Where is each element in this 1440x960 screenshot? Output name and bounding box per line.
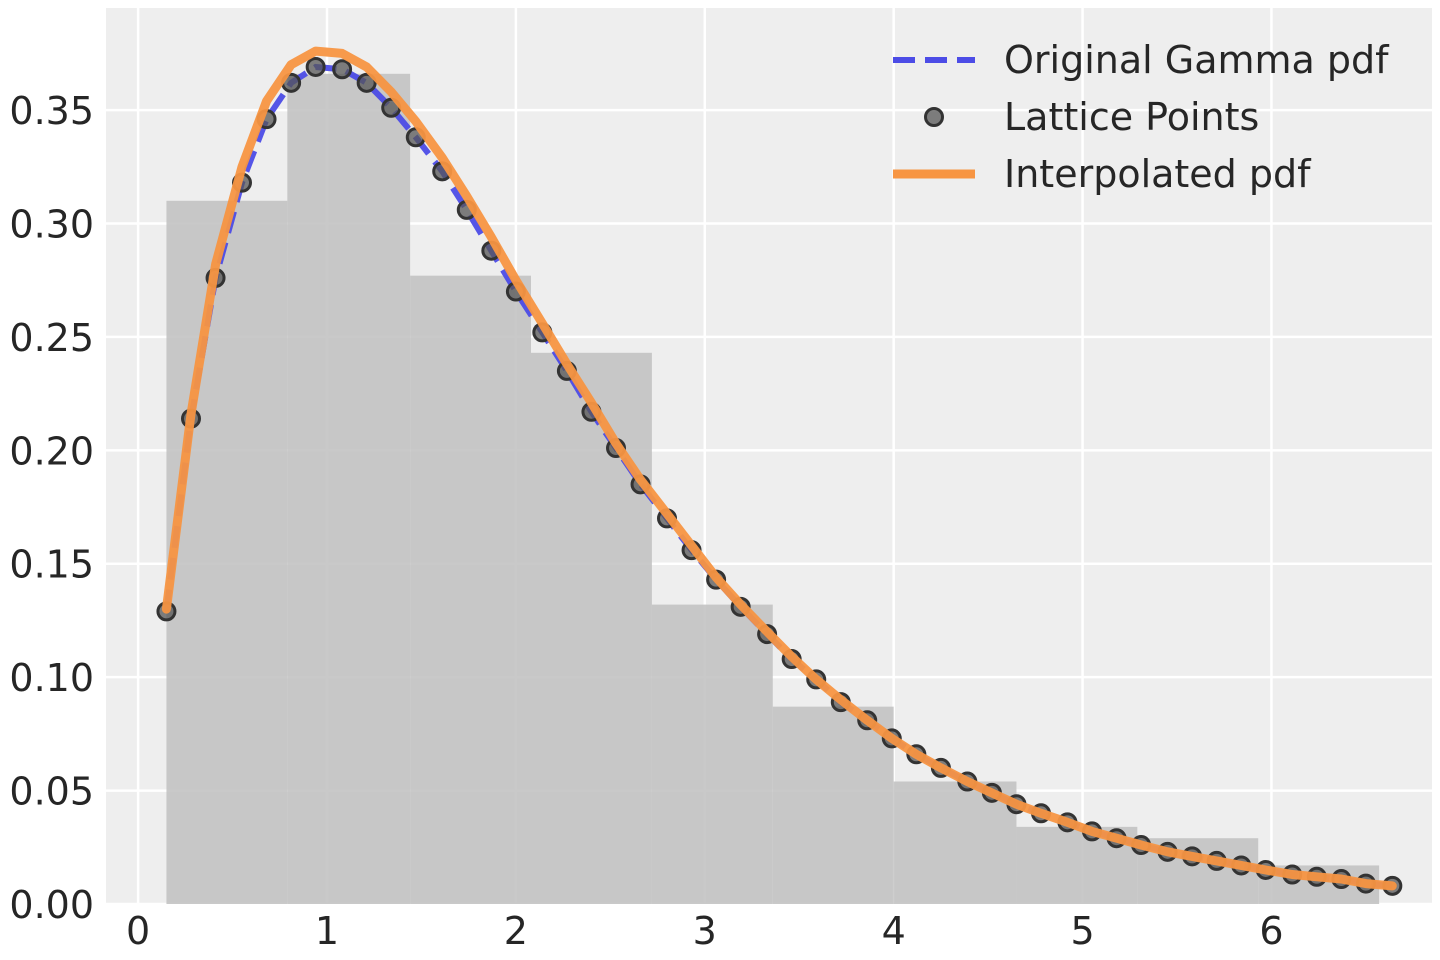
x-tick-label-0: 0 bbox=[126, 909, 150, 953]
legend-label-lattice-points: Lattice Points bbox=[1004, 95, 1259, 139]
x-tick-label-3: 3 bbox=[693, 909, 717, 953]
lattice-point-6 bbox=[305, 56, 326, 77]
x-axis-ticks: 0 1 2 3 4 5 6 bbox=[126, 909, 1284, 953]
legend-label-original-gamma-pdf: Original Gamma pdf bbox=[1004, 38, 1390, 82]
x-tick-label-5: 5 bbox=[1070, 909, 1094, 953]
y-tick-label-3: 0.15 bbox=[9, 543, 94, 587]
histogram-bar-1 bbox=[287, 73, 411, 904]
y-tick-label-0: 0.00 bbox=[9, 883, 94, 927]
y-tick-label-2: 0.10 bbox=[9, 656, 94, 700]
x-tick-label-6: 6 bbox=[1259, 909, 1283, 953]
histogram-bar-0 bbox=[166, 200, 288, 904]
y-tick-label-1: 0.05 bbox=[9, 770, 94, 814]
histogram bbox=[166, 73, 1380, 904]
legend: Original Gamma pdf Lattice Points Interpol… bbox=[893, 38, 1390, 196]
histogram-bar-2 bbox=[410, 275, 531, 904]
legend-swatch-lattice-points bbox=[924, 107, 944, 127]
legend-label-interpolated-pdf: Interpolated pdf bbox=[1004, 152, 1312, 196]
y-tick-label-7: 0.35 bbox=[9, 89, 94, 133]
histogram-bar-3 bbox=[531, 352, 652, 904]
y-tick-label-4: 0.20 bbox=[9, 429, 94, 473]
series-layer bbox=[156, 46, 1403, 896]
y-axis-ticks: 0.00 0.05 0.10 0.15 0.20 0.25 0.30 0.35 bbox=[9, 89, 94, 927]
histogram-bar-5 bbox=[772, 706, 894, 904]
lattice-point-8 bbox=[356, 72, 377, 93]
x-tick-label-4: 4 bbox=[882, 909, 906, 953]
lattice-point-7 bbox=[332, 59, 353, 80]
y-tick-label-5: 0.25 bbox=[9, 316, 94, 360]
x-tick-label-1: 1 bbox=[315, 909, 339, 953]
y-tick-label-6: 0.30 bbox=[9, 202, 94, 246]
x-tick-label-2: 2 bbox=[504, 909, 528, 953]
histogram-bar-4 bbox=[651, 604, 773, 904]
series-line-interpolated-pdf bbox=[161, 46, 1397, 891]
